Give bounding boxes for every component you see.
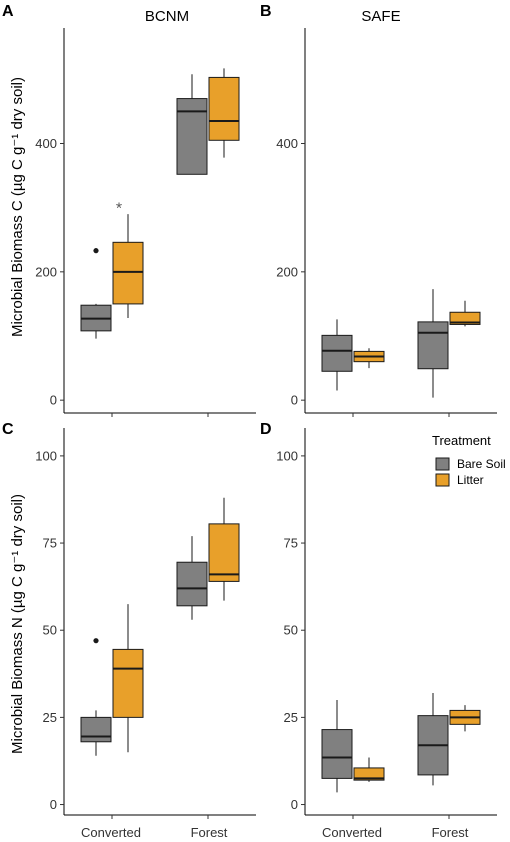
- box-bare-soil-forest: [176, 536, 208, 620]
- panel-label-d: D: [260, 421, 272, 438]
- y-tick-label: 75: [284, 536, 298, 551]
- box-litter-converted: [353, 757, 385, 782]
- y-tick-label: 100: [276, 448, 298, 463]
- outlier-point: [93, 638, 99, 644]
- y-tick-label: 25: [43, 710, 57, 725]
- y-tick-label: 75: [43, 536, 57, 551]
- box-litter-forest: [208, 497, 240, 601]
- panel-b: 0 200 400: [276, 28, 497, 417]
- y-axis-label-top: Microbial Biomass C (µg C g⁻¹ dry soil): [9, 77, 26, 337]
- x-tick-label-right-forest: Forest: [432, 825, 469, 840]
- box-iqr: [176, 561, 208, 607]
- y-tick-label: 400: [35, 136, 57, 151]
- panels: 0 200 400 * 0 200 400 0 25 50 75 100 0 25 50 75 100: [35, 28, 497, 819]
- box-iqr: [449, 311, 481, 325]
- y-axis-label-bottom: Microbial Biomass N (µg C g⁻¹ dry soil): [9, 494, 26, 754]
- outlier-point: [93, 248, 99, 254]
- y-tick-label: 0: [50, 393, 57, 408]
- legend: Treatment Bare Soil Litter: [432, 433, 506, 487]
- panel-label-a: A: [2, 3, 14, 20]
- x-tick-label-right-converted: Converted: [322, 825, 382, 840]
- y-tick-label: 50: [43, 623, 57, 638]
- legend-label-bare-soil: Bare Soil: [457, 457, 506, 471]
- panel-title-bcnm: BCNM: [145, 8, 189, 25]
- y-tick-label: 200: [276, 264, 298, 279]
- box-bare-soil-converted: [321, 699, 353, 793]
- box-iqr: [321, 334, 353, 372]
- box-bare-soil-converted: [321, 319, 353, 391]
- box-iqr: [321, 729, 353, 779]
- legend-label-litter: Litter: [457, 473, 484, 487]
- legend-swatch-bare-soil: [435, 457, 450, 471]
- box-litter-converted: [112, 214, 144, 319]
- box-iqr: [176, 98, 208, 175]
- y-tick-label: 400: [276, 136, 298, 151]
- box-bare-soil-forest: [417, 692, 449, 786]
- panel-label-c: C: [2, 421, 14, 438]
- box-litter-forest: [449, 300, 481, 327]
- panel-d: 0 25 50 75 100: [276, 428, 497, 819]
- x-tick-label-left-converted: Converted: [81, 825, 141, 840]
- box-iqr: [417, 321, 449, 370]
- box-iqr: [353, 767, 385, 781]
- box-bare-soil-converted: [80, 638, 112, 756]
- y-tick-label: 200: [35, 264, 57, 279]
- box-iqr: [208, 523, 240, 582]
- y-tick-label: 100: [35, 448, 57, 463]
- box-iqr: [80, 716, 112, 743]
- y-tick-label: 25: [284, 710, 298, 725]
- panel-title-safe: SAFE: [361, 8, 400, 25]
- panel-label-b: B: [260, 3, 272, 20]
- box-iqr: [112, 241, 144, 305]
- box-iqr: [112, 648, 144, 718]
- box-litter-converted: [353, 348, 385, 369]
- panel-a: 0 200 400 *: [35, 28, 256, 417]
- box-litter-forest: [449, 705, 481, 732]
- y-tick-label: 50: [284, 623, 298, 638]
- significance-asterisk: *: [116, 200, 122, 217]
- panel-c: 0 25 50 75 100: [35, 428, 256, 819]
- y-tick-label: 0: [50, 797, 57, 812]
- box-bare-soil-forest: [417, 289, 449, 398]
- legend-swatch-litter: [435, 473, 450, 487]
- box-iqr: [208, 76, 240, 141]
- box-litter-forest: [208, 68, 240, 158]
- box-bare-soil-forest: [176, 74, 208, 175]
- x-tick-label-left-forest: Forest: [191, 825, 228, 840]
- box-litter-converted: [112, 604, 144, 753]
- box-bare-soil-converted: [80, 248, 112, 339]
- y-tick-label: 0: [291, 797, 298, 812]
- y-tick-label: 0: [291, 393, 298, 408]
- legend-title: Treatment: [432, 433, 491, 448]
